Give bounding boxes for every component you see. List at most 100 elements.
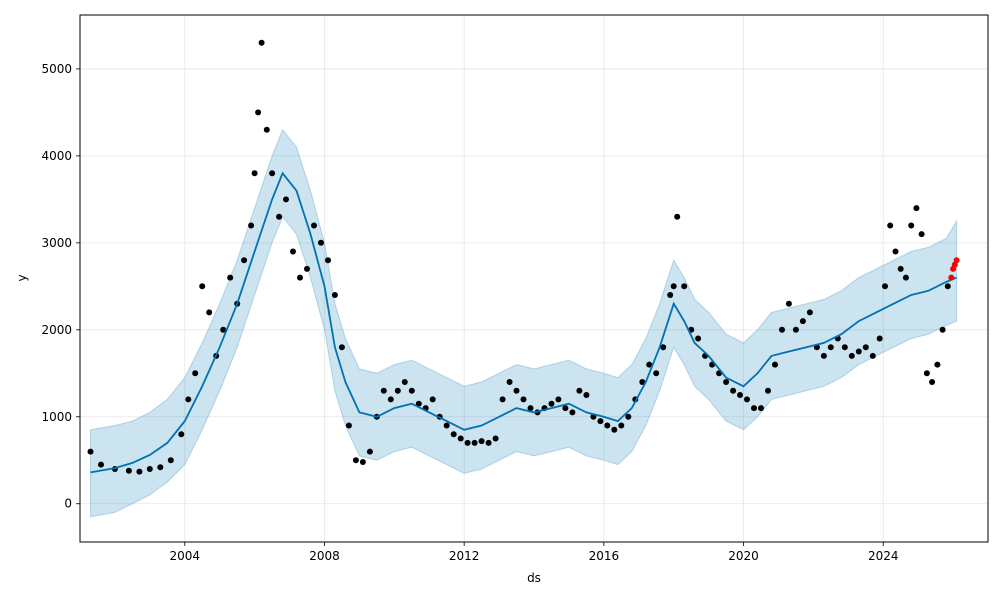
- observed-point: [855, 348, 862, 355]
- observed-point: [206, 309, 213, 316]
- observed-point: [387, 396, 394, 403]
- observed-point: [366, 448, 373, 455]
- observed-point: [241, 257, 248, 264]
- observed-point: [283, 196, 289, 203]
- observed-point: [806, 309, 813, 316]
- observed-point: [318, 239, 324, 246]
- observed-point: [227, 274, 234, 281]
- observed-point: [670, 283, 677, 290]
- observed-point: [555, 396, 562, 403]
- observed-point: [520, 396, 527, 403]
- observed-point: [887, 222, 894, 229]
- observed-point: [869, 352, 876, 359]
- observed-point: [471, 439, 478, 446]
- observed-point: [562, 405, 569, 412]
- observed-point: [897, 265, 904, 272]
- observed-point: [929, 379, 936, 385]
- observed-point: [751, 405, 757, 412]
- observed-point: [758, 405, 764, 412]
- plot-background: [80, 15, 988, 542]
- observed-point: [513, 387, 520, 394]
- observed-point: [345, 422, 352, 429]
- observed-point: [569, 409, 576, 416]
- observed-point: [331, 292, 338, 298]
- observed-point: [827, 344, 834, 351]
- observed-point: [792, 326, 799, 333]
- observed-point: [667, 292, 674, 298]
- observed-point: [157, 464, 164, 471]
- observed-point: [408, 387, 415, 394]
- observed-point: [199, 283, 206, 290]
- observed-point: [723, 379, 730, 385]
- observed-point: [820, 352, 827, 359]
- observed-point: [263, 126, 270, 133]
- observed-point: [125, 467, 132, 474]
- y-tick-label: 5000: [41, 62, 72, 76]
- observed-point: [87, 448, 94, 455]
- observed-point: [882, 283, 888, 290]
- observed-point: [325, 257, 331, 264]
- observed-point: [779, 326, 785, 333]
- observed-point: [297, 274, 303, 281]
- x-tick-label: 2008: [309, 549, 340, 563]
- y-tick-label: 4000: [41, 149, 72, 163]
- observed-point: [618, 422, 625, 429]
- observed-point: [892, 248, 899, 255]
- observed-point: [841, 344, 848, 351]
- observed-point: [848, 352, 855, 359]
- observed-point: [944, 283, 951, 290]
- observed-point: [290, 248, 296, 255]
- observed-point: [639, 379, 646, 385]
- observed-point: [923, 370, 930, 377]
- y-tick-label: 3000: [41, 236, 72, 250]
- y-axis: 0 1000 2000 3000 4000 5000: [41, 62, 80, 511]
- observed-point: [429, 396, 436, 403]
- observed-point: [934, 361, 941, 368]
- observed-point: [248, 222, 255, 229]
- observed-point: [478, 438, 485, 445]
- x-tick-label: 2004: [169, 549, 200, 563]
- observed-point: [185, 396, 192, 403]
- y-axis-label: y: [15, 274, 29, 281]
- observed-point: [799, 318, 806, 325]
- observed-point: [611, 426, 618, 433]
- observed-point: [485, 439, 492, 446]
- observed-point: [136, 468, 143, 475]
- plot-frame: [79, 14, 989, 543]
- observed-point: [394, 387, 401, 394]
- observed-point: [499, 396, 506, 403]
- observed-points: [87, 39, 951, 475]
- observed-point: [765, 387, 771, 394]
- observed-point: [492, 435, 499, 442]
- x-tick-label: 2016: [589, 549, 620, 563]
- observed-point: [653, 370, 660, 377]
- recent-points: [948, 257, 960, 281]
- observed-point: [674, 213, 681, 220]
- x-tick-label: 2020: [728, 549, 759, 563]
- observed-point: [695, 335, 702, 342]
- y-tick-label: 1000: [41, 410, 72, 424]
- observed-point: [939, 326, 946, 333]
- observed-point: [876, 335, 883, 342]
- observed-point: [785, 300, 792, 307]
- observed-point: [772, 361, 778, 368]
- observed-point: [251, 170, 258, 177]
- observed-point: [681, 283, 688, 290]
- x-tick-label: 2012: [449, 549, 480, 563]
- observed-point: [908, 222, 915, 229]
- observed-point: [443, 422, 450, 429]
- observed-point: [604, 422, 611, 429]
- observed-point: [576, 387, 583, 394]
- observed-point: [220, 326, 227, 333]
- observed-point: [269, 170, 276, 177]
- observed-point: [744, 396, 750, 403]
- observed-point: [178, 431, 185, 438]
- observed-point: [737, 392, 743, 398]
- observed-point: [548, 400, 555, 407]
- y-tick-label: 2000: [41, 323, 72, 337]
- recent-point: [948, 274, 955, 281]
- observed-point: [415, 400, 422, 407]
- observed-point: [146, 466, 153, 472]
- observed-point: [401, 379, 408, 385]
